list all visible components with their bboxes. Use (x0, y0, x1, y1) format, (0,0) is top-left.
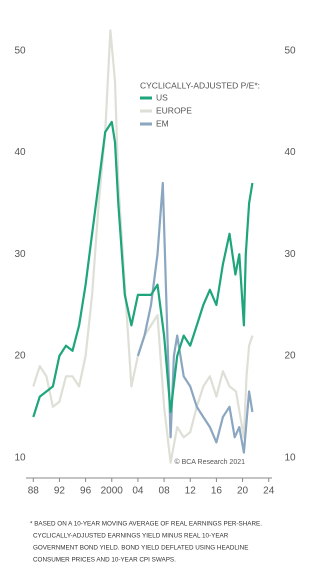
legend-label: US (156, 92, 168, 102)
series-line (136, 181, 254, 454)
y-tick-label-right: 50 (284, 45, 296, 56)
y-tick-label-right: 30 (284, 249, 296, 260)
x-tick-label: 16 (211, 486, 223, 497)
legend-title: CYCLICALLY-ADJUSTED P/E*: (140, 80, 260, 90)
x-tick-label: 96 (80, 486, 92, 497)
y-tick-label-right: 20 (284, 351, 296, 362)
x-tick-label: 88 (28, 486, 40, 497)
legend-label: EUROPE (156, 105, 192, 115)
x-tick-label: 04 (132, 486, 144, 497)
x-tick-label: 92 (54, 486, 66, 497)
x-tick-label: 24 (263, 486, 275, 497)
y-tick-label: 40 (14, 147, 26, 158)
x-tick-label: 2000 (101, 486, 124, 497)
y-tick-label: 30 (14, 249, 26, 260)
footnote: CONSUMER PRICES AND 10-YEAR CPI SWAPS. (33, 557, 176, 564)
x-tick-label: 20 (237, 486, 249, 497)
y-tick-label: 10 (14, 452, 26, 463)
footnote: * BASED ON A 10-YEAR MOVING AVERAGE OF R… (30, 521, 262, 528)
x-tick-label: 08 (159, 486, 171, 497)
footnote: GOVERNMENT BOND YIELD. BOND YIELD DEFLAT… (33, 545, 248, 552)
series-line (32, 120, 254, 418)
y-tick-label-right: 40 (284, 147, 296, 158)
y-tick-label-right: 10 (284, 452, 296, 463)
x-tick-label: 12 (185, 486, 197, 497)
chart: CYCLICALLY-ADJUSTED P/E*: © BCA Research… (14, 29, 296, 564)
credit: © BCA Research 2021 (174, 458, 245, 466)
y-tick-label: 20 (14, 351, 26, 362)
legend-label: EM (156, 118, 169, 128)
footnote: CYCLICALLY-ADJUSTED EARNINGS YIELD MINUS… (33, 533, 229, 540)
series-line (32, 29, 254, 464)
y-tick-label: 50 (14, 45, 26, 56)
